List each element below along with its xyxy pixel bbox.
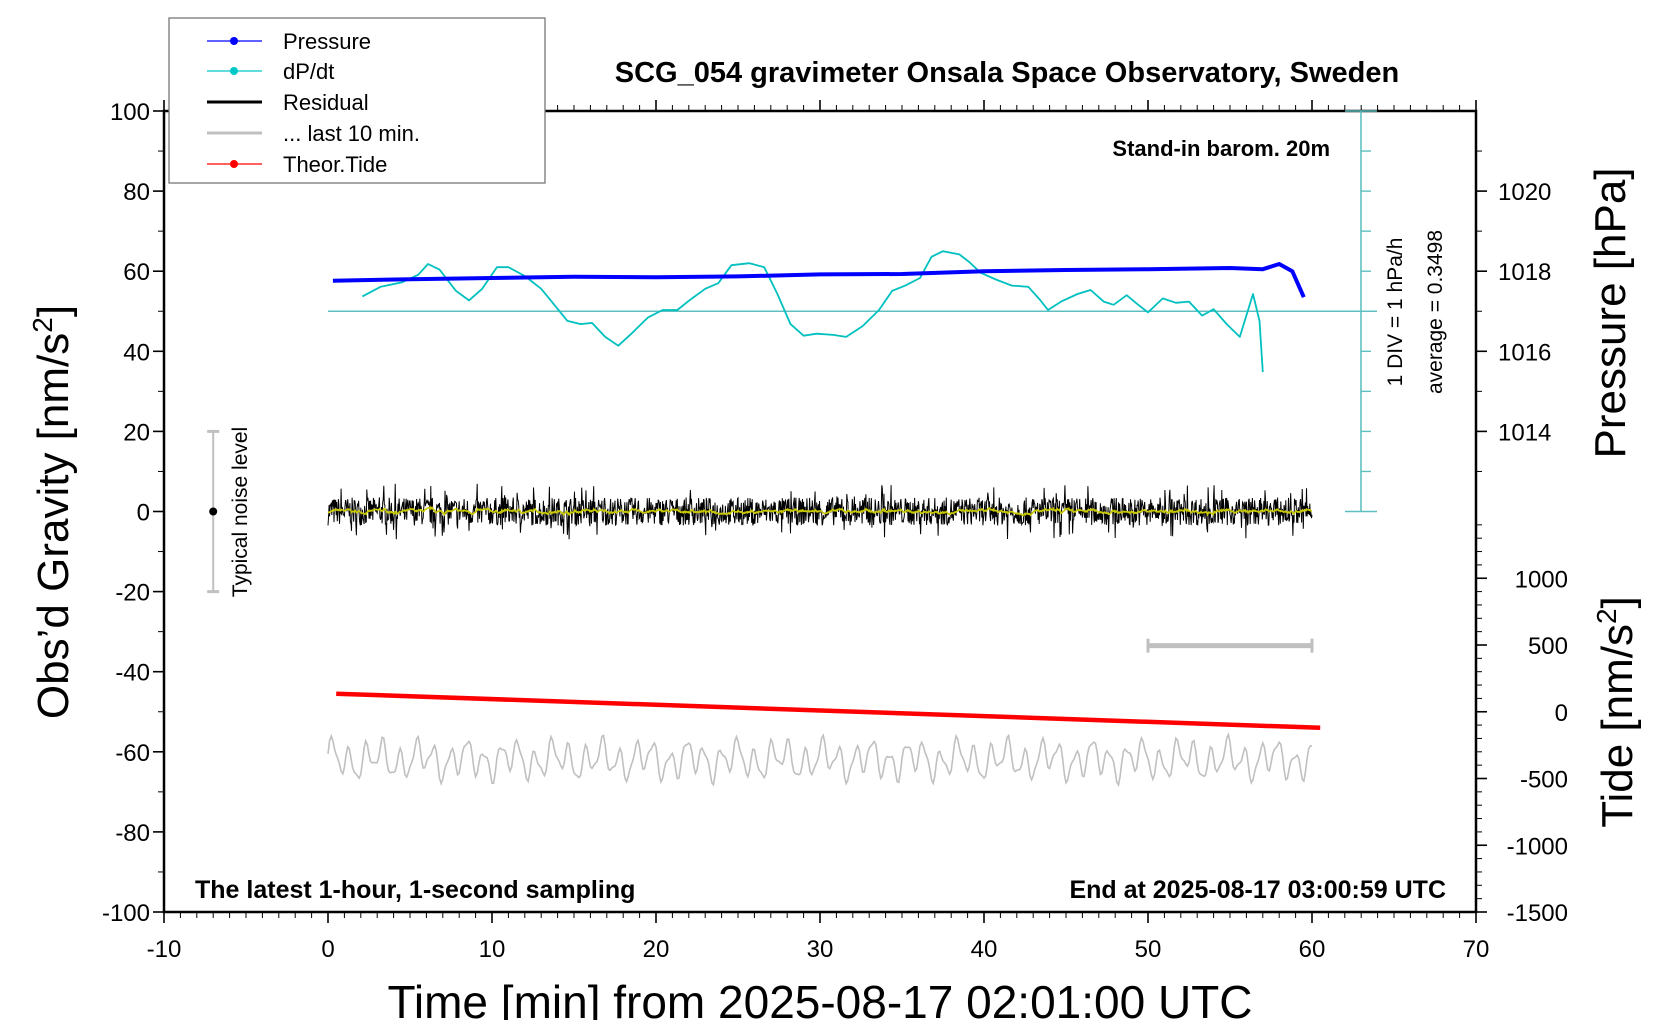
data-series — [207, 110, 1377, 788]
y-axis-label-left-text: Obs’d Gravity [nm/s — [29, 333, 78, 719]
y-tick-label: -80 — [115, 820, 150, 847]
dpdt-average-label: average = 0.3498 — [1424, 230, 1447, 394]
tide-tick-label: 0 — [1555, 700, 1568, 727]
pressure-tick-labels: 1020 1018 1016 1014 — [1498, 179, 1551, 446]
legend-label: Residual — [283, 90, 369, 115]
chart-title: SCG_054 gravimeter Onsala Space Observat… — [615, 57, 1399, 89]
y-tick-label: -60 — [115, 740, 150, 767]
residual-line — [327, 483, 1313, 540]
end-time-note: End at 2025-08-17 03:00:59 UTC — [1069, 876, 1446, 904]
y-tick-label: 80 — [123, 179, 150, 206]
tide-tick-label: 1000 — [1515, 566, 1568, 593]
y-tick-label: 60 — [123, 259, 150, 286]
bracket: ] — [29, 305, 78, 317]
tide-tick-label: 500 — [1528, 633, 1568, 660]
x-tick-label: -10 — [147, 936, 182, 963]
pressure-tick-label: 1014 — [1498, 419, 1551, 446]
legend-label: Pressure — [283, 29, 371, 54]
x-tick-label: 0 — [321, 936, 334, 963]
x-tick-label: 10 — [479, 936, 506, 963]
x-axis-label: Time [min] from 2025-08-17 02:01:00 UTC — [388, 976, 1253, 1020]
noise-level-label: Typical noise level — [229, 427, 252, 597]
sampling-note: The latest 1-hour, 1-second sampling — [195, 876, 635, 904]
x-tick-label: 60 — [1299, 936, 1326, 963]
y-axis-label-left: Obs’d Gravity [nm/s2] — [27, 305, 78, 719]
legend-label: ... last 10 min. — [283, 121, 420, 146]
legend-label: Theor.Tide — [283, 152, 387, 177]
legend-marker-4 — [230, 160, 238, 168]
tide-tick-label: -1000 — [1507, 833, 1568, 860]
tide-tick-labels: 1000 500 0 -500 -1000 -1500 — [1507, 566, 1568, 927]
y-tick-label: -20 — [115, 580, 150, 607]
tide-tick-label: -1500 — [1507, 900, 1568, 927]
pressure-tick-label: 1016 — [1498, 339, 1551, 366]
y-tick-label: 20 — [123, 419, 150, 446]
y-tick-label: -100 — [102, 900, 150, 927]
dpdt-scale-label: 1 DIV = 1 hPa/h — [1384, 238, 1407, 387]
legend-marker-0 — [230, 37, 238, 45]
residual-smoothed-line — [327, 505, 1313, 517]
noise-level-point — [209, 507, 218, 516]
y-tick-label: 0 — [137, 500, 150, 527]
bracket: ] — [1593, 596, 1642, 608]
pressure-tick-label: 1020 — [1498, 179, 1551, 206]
y-tick-labels: 100 80 60 40 20 0 -20 -40 -60 -80 -100 — [102, 99, 150, 927]
superscript: 2 — [1591, 608, 1622, 624]
x-tick-label: 70 — [1463, 936, 1490, 963]
x-tick-label: 40 — [971, 936, 998, 963]
y-tick-label: 100 — [110, 99, 150, 126]
y-axis-label-pressure: Pressure [hPa] — [1586, 167, 1635, 458]
superscript: 2 — [27, 317, 58, 333]
x-tick-label: 50 — [1135, 936, 1162, 963]
legend-label: dP/dt — [283, 59, 334, 84]
tide-tick-label: -500 — [1520, 767, 1568, 794]
tide-line — [336, 691, 1321, 731]
last-10-min-line — [327, 731, 1312, 788]
x-tick-labels: -10 0 10 20 30 40 50 60 70 — [147, 936, 1490, 963]
y-axis-label-tide-text: Tide [nm/s — [1593, 624, 1642, 828]
y-tick-label: 40 — [123, 339, 150, 366]
y-axis-label-tide: Tide [nm/s2] — [1591, 596, 1642, 828]
legend: Pressure dP/dt Residual ... last 10 min. The… — [168, 17, 546, 184]
legend-marker-1 — [230, 67, 238, 75]
y-tick-label: -40 — [115, 660, 150, 687]
barometer-note: Stand-in barom. 20m — [1112, 136, 1330, 161]
x-tick-label: 30 — [807, 936, 834, 963]
pressure-line — [332, 262, 1306, 299]
x-tick-label: 20 — [643, 936, 670, 963]
pressure-tick-label: 1018 — [1498, 259, 1551, 286]
